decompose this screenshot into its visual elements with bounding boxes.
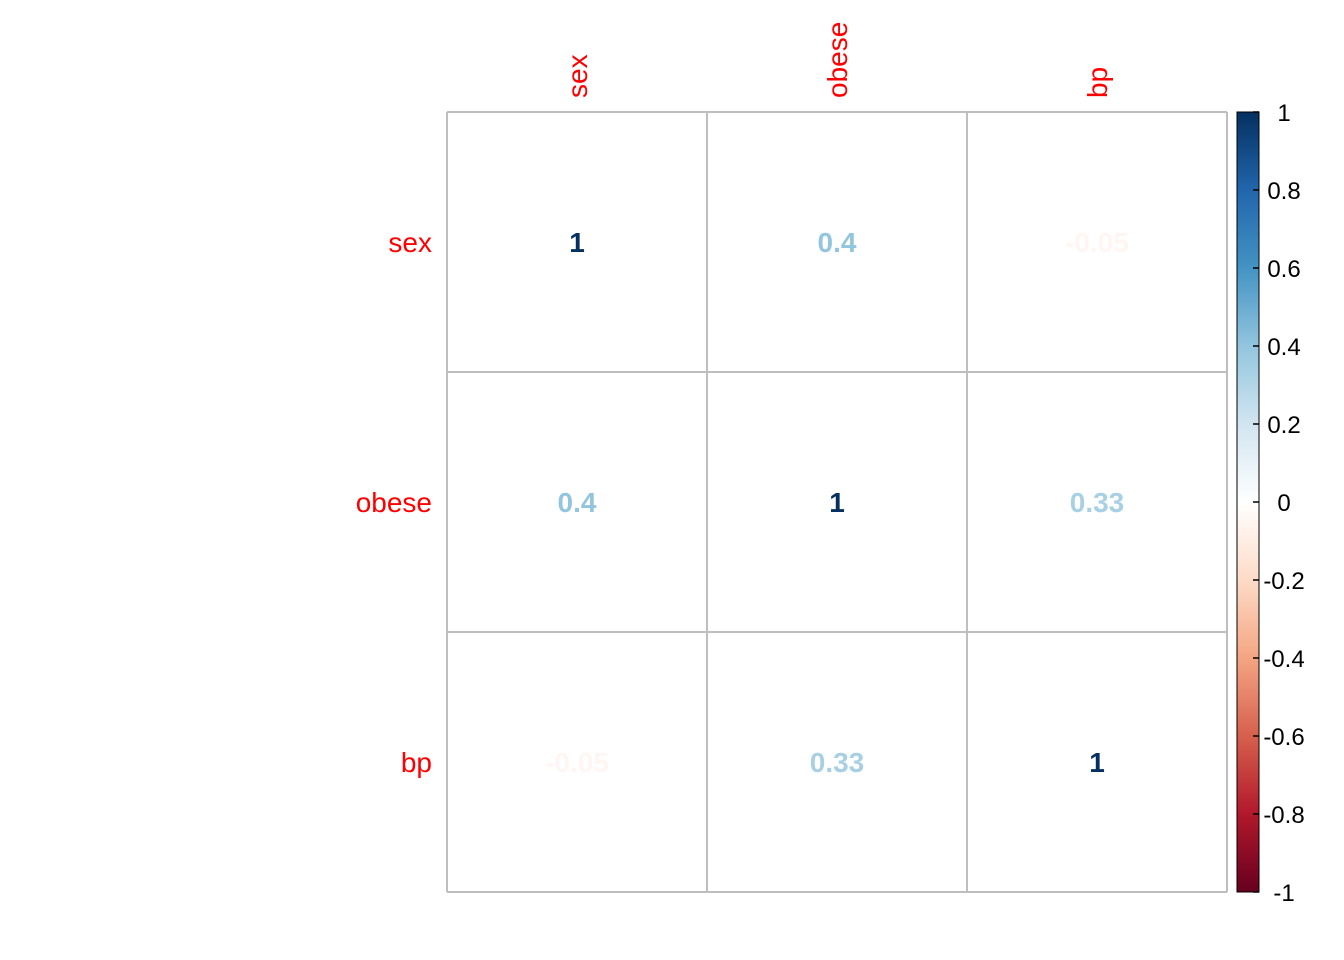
colorbar-tick-label: -0.6 bbox=[1263, 724, 1304, 751]
cell-value-obese-obese: 1 bbox=[829, 487, 845, 518]
colorbar-tick-label: -0.2 bbox=[1263, 568, 1304, 595]
cell-value-sex-sex: 1 bbox=[569, 227, 585, 258]
column-labels: sex obese bp bbox=[562, 22, 1113, 98]
colorbar-tick-label: 0.4 bbox=[1267, 334, 1300, 361]
row-label-sex: sex bbox=[388, 227, 432, 258]
row-label-obese: obese bbox=[356, 487, 432, 518]
matrix-grid bbox=[446, 111, 1228, 893]
cell-value-bp-bp: 1 bbox=[1089, 747, 1105, 778]
matrix-cells: 1 0.4 -0.05 0.4 1 0.33 -0.05 0.33 1 bbox=[545, 227, 1129, 778]
cell-value-obese-bp: 0.33 bbox=[1070, 487, 1125, 518]
cell-value-bp-sex: -0.05 bbox=[545, 747, 609, 778]
column-label-bp: bp bbox=[1082, 67, 1113, 98]
cell-value-obese-sex: 0.4 bbox=[558, 487, 597, 518]
colorbar-tick-label: 1 bbox=[1277, 100, 1290, 127]
colorbar-tick-label: -1 bbox=[1273, 880, 1294, 907]
cell-value-bp-obese: 0.33 bbox=[810, 747, 865, 778]
column-label-sex: sex bbox=[562, 54, 593, 98]
colorbar-tick-label: -0.4 bbox=[1263, 646, 1304, 673]
colorbar-gradient bbox=[1237, 112, 1259, 892]
colorbar: 1 0.8 0.6 0.4 0.2 0 -0.2 -0.4 -0.6 -0.8 -1 bbox=[1236, 100, 1305, 907]
row-labels: sex obese bp bbox=[356, 227, 432, 778]
cell-value-sex-bp: -0.05 bbox=[1065, 227, 1129, 258]
colorbar-tick-label: -0.8 bbox=[1263, 802, 1304, 829]
column-label-obese: obese bbox=[822, 22, 853, 98]
row-label-bp: bp bbox=[401, 747, 432, 778]
colorbar-tick-label: 0.6 bbox=[1267, 256, 1300, 283]
colorbar-tick-label: 0 bbox=[1277, 490, 1290, 517]
cell-value-sex-obese: 0.4 bbox=[818, 227, 857, 258]
colorbar-tick-label: 0.2 bbox=[1267, 412, 1300, 439]
colorbar-tick-label: 0.8 bbox=[1267, 178, 1300, 205]
